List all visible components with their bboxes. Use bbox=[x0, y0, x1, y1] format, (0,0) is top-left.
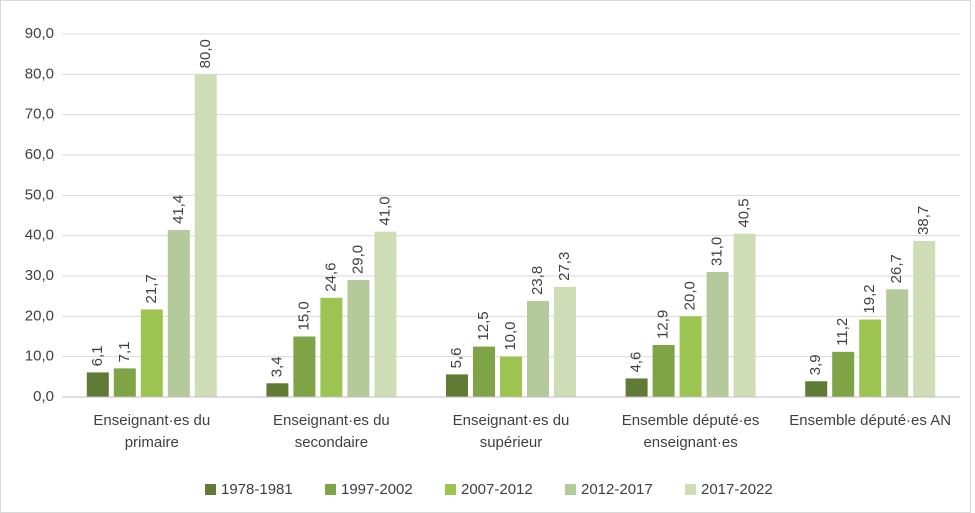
bar bbox=[527, 301, 549, 397]
value-label: 40,5 bbox=[736, 198, 753, 227]
value-label: 19,2 bbox=[861, 284, 878, 313]
value-label: 4,6 bbox=[628, 352, 645, 373]
value-label: 5,6 bbox=[448, 348, 465, 369]
value-label: 21,7 bbox=[143, 274, 160, 303]
value-label: 3,4 bbox=[268, 356, 285, 377]
y-tick-label: 40,0 bbox=[25, 227, 54, 244]
x-tick-label: Ensemble député·es AN bbox=[789, 412, 952, 429]
bar bbox=[913, 240, 936, 397]
x-tick-label: Enseignant·es du supérieur bbox=[452, 412, 570, 451]
legend-label: 1978-1981 bbox=[221, 481, 293, 498]
y-tick-label: 80,0 bbox=[25, 65, 54, 82]
bar bbox=[194, 74, 217, 397]
bar bbox=[113, 368, 136, 397]
value-label: 6,1 bbox=[89, 346, 106, 367]
bar bbox=[320, 297, 343, 397]
bar bbox=[266, 383, 289, 397]
value-label: 23,8 bbox=[529, 266, 546, 295]
bar bbox=[625, 378, 648, 397]
y-tick-label: 20,0 bbox=[25, 307, 54, 324]
bar bbox=[140, 309, 163, 397]
legend-label: 2012-2017 bbox=[581, 481, 653, 498]
bar bbox=[473, 346, 495, 397]
y-tick-label: 90,0 bbox=[25, 25, 54, 42]
bar bbox=[293, 336, 316, 397]
y-tick-label: 0,0 bbox=[33, 388, 54, 405]
bar bbox=[832, 351, 855, 397]
value-label: 41,0 bbox=[376, 196, 393, 225]
value-label: 10,0 bbox=[502, 321, 519, 350]
bar bbox=[706, 271, 729, 397]
value-label: 27,3 bbox=[556, 252, 573, 281]
value-label: 26,7 bbox=[888, 254, 905, 283]
bar bbox=[86, 372, 109, 397]
y-tick-label: 10,0 bbox=[25, 348, 54, 365]
legend-swatch bbox=[565, 484, 576, 495]
value-label: 12,9 bbox=[655, 310, 672, 339]
y-tick-label: 50,0 bbox=[25, 186, 54, 203]
value-label: 3,9 bbox=[807, 354, 824, 375]
x-tick-label: Enseignant·es du secondaire bbox=[273, 412, 390, 451]
bar bbox=[652, 344, 675, 397]
value-label: 7,1 bbox=[116, 342, 133, 363]
value-label: 31,0 bbox=[709, 237, 726, 266]
legend-label: 2007-2012 bbox=[461, 481, 533, 498]
bar bbox=[886, 289, 909, 397]
value-label: 20,0 bbox=[682, 281, 699, 310]
legend-swatch bbox=[685, 484, 696, 495]
bar bbox=[347, 280, 370, 397]
bar bbox=[679, 316, 702, 397]
bar bbox=[374, 231, 397, 397]
bar bbox=[167, 230, 190, 397]
value-label: 11,2 bbox=[834, 318, 851, 346]
value-label: 38,7 bbox=[915, 206, 932, 235]
legend-swatch bbox=[445, 484, 456, 495]
legend-label: 2017-2022 bbox=[701, 481, 773, 498]
legend-swatch bbox=[325, 484, 336, 495]
bar bbox=[859, 319, 882, 397]
legend-label: 1997-2002 bbox=[341, 481, 413, 498]
y-tick-label: 30,0 bbox=[25, 267, 54, 284]
x-tick-label: Enseignant·es du primaire bbox=[93, 412, 211, 451]
x-tick-label: Ensemble député·es enseignant·es bbox=[621, 412, 760, 451]
bar bbox=[446, 374, 468, 397]
value-label: 24,6 bbox=[322, 263, 339, 292]
value-label: 41,4 bbox=[170, 195, 187, 224]
value-label: 29,0 bbox=[349, 245, 366, 274]
legend-swatch bbox=[205, 484, 216, 495]
y-tick-label: 70,0 bbox=[25, 106, 54, 123]
bar bbox=[554, 286, 576, 397]
value-label: 15,0 bbox=[295, 301, 312, 330]
value-label: 12,5 bbox=[475, 311, 492, 340]
bar bbox=[805, 381, 828, 397]
bar bbox=[733, 233, 756, 397]
value-label: 80,0 bbox=[197, 39, 214, 68]
y-tick-label: 60,0 bbox=[25, 146, 54, 163]
bar bbox=[500, 356, 522, 397]
